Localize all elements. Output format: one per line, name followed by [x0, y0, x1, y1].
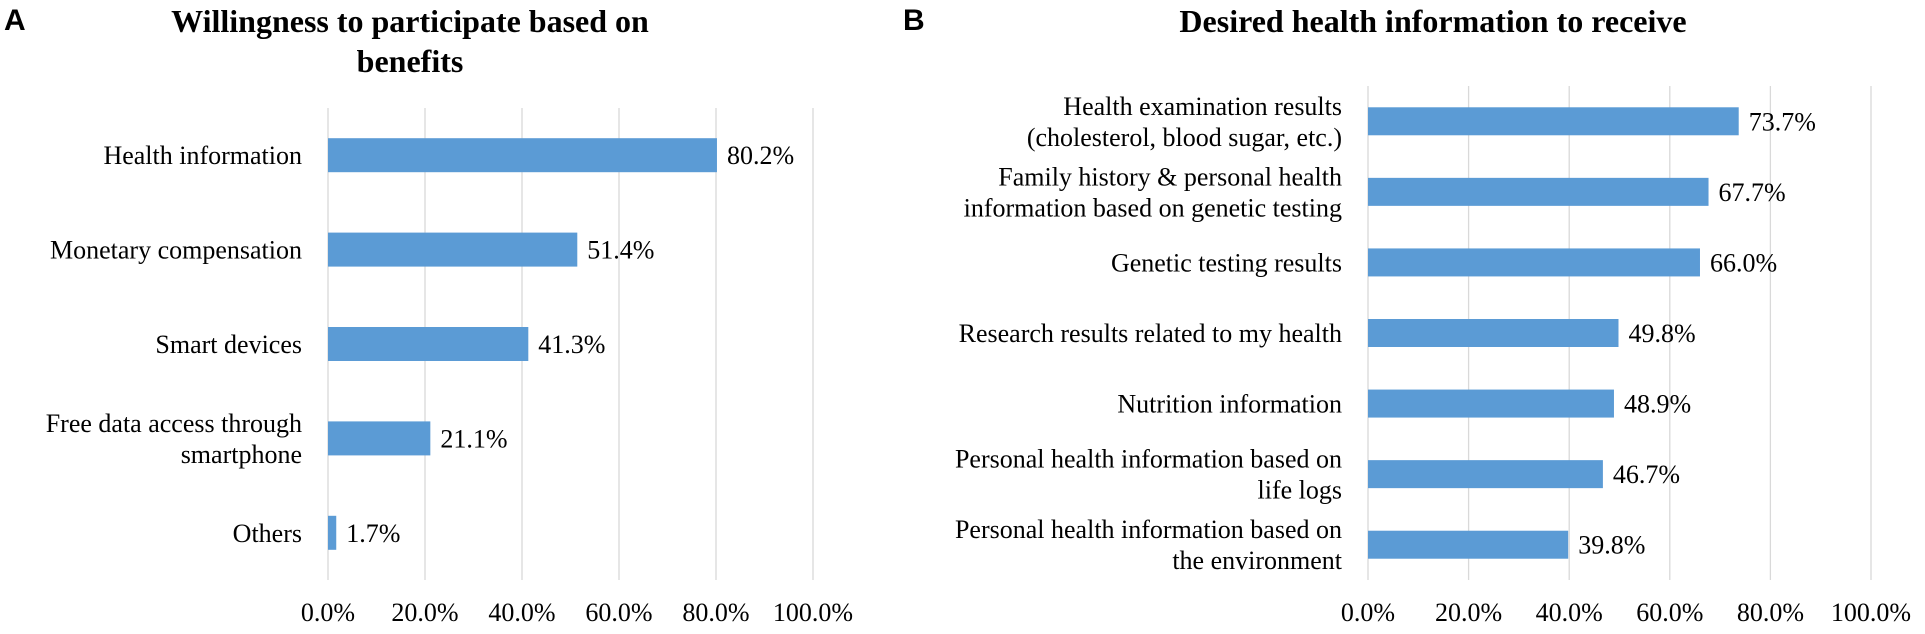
- category-label: (cholesterol, blood sugar, etc.): [1027, 123, 1342, 152]
- bar: [1368, 107, 1739, 136]
- data-label: 21.1%: [440, 424, 507, 453]
- data-label: 46.7%: [1613, 460, 1680, 489]
- x-tick-label: 0.0%: [301, 598, 355, 627]
- x-tick-label: 40.0%: [1536, 598, 1603, 627]
- category-label: smartphone: [181, 440, 302, 469]
- x-tick-label: 60.0%: [1636, 598, 1703, 627]
- panel-letter: B: [903, 4, 925, 37]
- category-label: life logs: [1258, 476, 1343, 505]
- category-label: Health examination results: [1063, 92, 1342, 121]
- data-label: 41.3%: [538, 330, 605, 359]
- category-label: Free data access through: [46, 409, 302, 438]
- bar: [328, 327, 529, 361]
- chart-panel-b: B Desired health information to receive 0.…: [903, 3, 1911, 627]
- data-label: 73.7%: [1749, 107, 1816, 136]
- data-label: 1.7%: [346, 519, 400, 548]
- x-tick-label: 80.0%: [1737, 598, 1804, 627]
- x-tick-label: 60.0%: [585, 598, 652, 627]
- category-label: Others: [233, 519, 302, 548]
- data-label: 51.4%: [587, 236, 654, 265]
- bar: [328, 232, 578, 267]
- x-tick-label: 100.0%: [1831, 598, 1911, 627]
- x-tick-label: 20.0%: [391, 598, 458, 627]
- chart-title: Willingness to participate based on: [171, 3, 649, 39]
- bar: [1368, 389, 1614, 418]
- category-label: Personal health information based on: [955, 515, 1342, 544]
- bar: [1368, 319, 1619, 347]
- bar: [328, 421, 431, 456]
- x-tick-label: 0.0%: [1341, 598, 1395, 627]
- category-label: Genetic testing results: [1111, 248, 1342, 277]
- x-tick-label: 80.0%: [682, 598, 749, 627]
- bar: [1368, 177, 1709, 206]
- category-label: Family history & personal health: [998, 162, 1342, 191]
- category-label: Monetary compensation: [50, 236, 302, 265]
- bar: [328, 515, 337, 550]
- category-label: information based on genetic testing: [964, 193, 1342, 222]
- data-label: 48.9%: [1624, 390, 1691, 419]
- bar: [1368, 460, 1603, 489]
- chart-panel-a: A Willingness to participate based on bene…: [4, 3, 853, 627]
- category-label: Smart devices: [155, 330, 302, 359]
- category-label: Nutrition information: [1117, 390, 1342, 419]
- chart-title: Desired health information to receive: [1179, 3, 1686, 39]
- data-label: 39.8%: [1578, 531, 1645, 560]
- category-label: Research results related to my health: [959, 319, 1342, 348]
- category-label: the environment: [1172, 546, 1342, 575]
- bar: [1368, 248, 1700, 277]
- x-tick-label: 20.0%: [1435, 598, 1502, 627]
- data-label: 66.0%: [1710, 248, 1777, 277]
- x-tick-label: 40.0%: [488, 598, 555, 627]
- data-label: 67.7%: [1719, 178, 1786, 207]
- data-label: 49.8%: [1628, 319, 1695, 348]
- category-label: Personal health information based on: [955, 445, 1342, 474]
- category-label: Health information: [103, 141, 302, 170]
- data-label: 80.2%: [727, 141, 794, 170]
- bar: [1368, 530, 1569, 559]
- chart-title: benefits: [357, 43, 464, 79]
- panel-letter: A: [4, 4, 26, 37]
- x-tick-label: 100.0%: [773, 598, 853, 627]
- bar: [328, 138, 717, 173]
